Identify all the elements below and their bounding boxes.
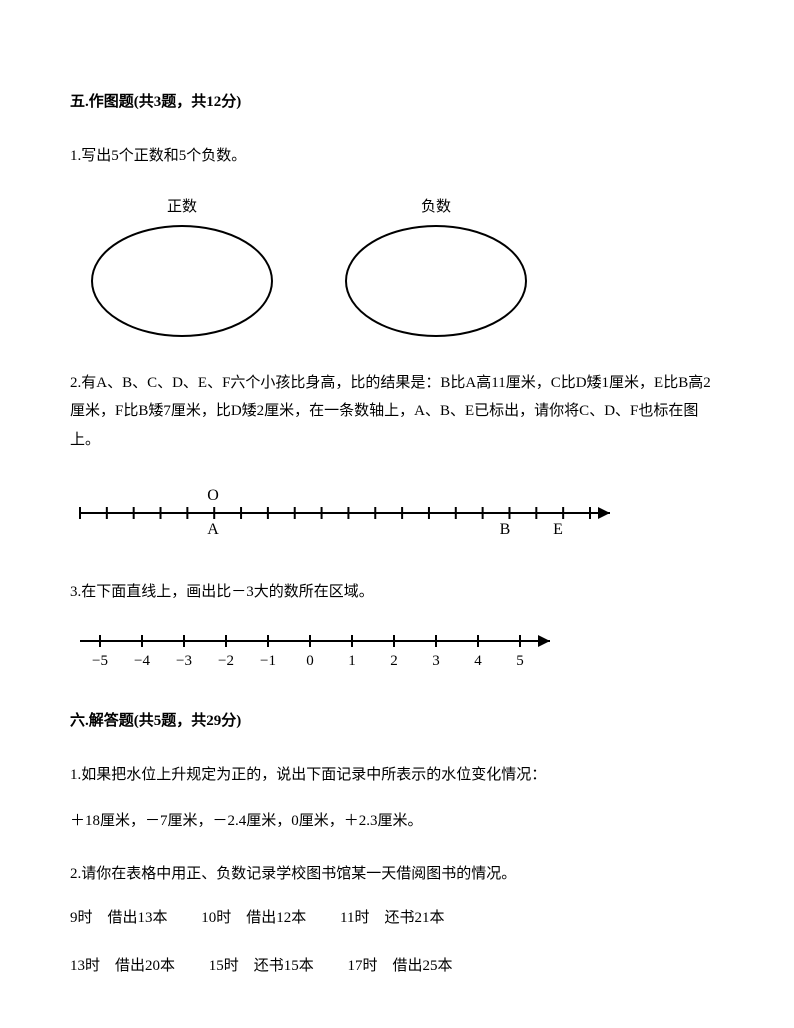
s5-q2-numberline: O A B E	[70, 478, 724, 548]
svg-text:−1: −1	[260, 653, 276, 669]
s5-q1: 1.写出5个正数和5个负数。 正数 负数	[70, 142, 724, 339]
s5-q3: 3.在下面直线上，画出比－3大的数所在区域。 −5 −4 −3 −2 −1 0 1 2 3 4 5	[70, 578, 724, 673]
numberline-abe-icon: O A B E	[70, 478, 630, 548]
s6-q1-text: 1.如果把水位上升规定为正的，说出下面记录中所表示的水位变化情况：	[70, 761, 724, 790]
svg-text:E: E	[553, 521, 563, 538]
s6-q1: 1.如果把水位上升规定为正的，说出下面记录中所表示的水位变化情况： ＋18厘米，…	[70, 761, 724, 836]
record-item: 17时 借出25本	[348, 954, 453, 978]
negative-label: 负数	[421, 195, 451, 219]
section-6-heading: 六.解答题(共5题，共29分)	[70, 709, 724, 733]
negative-oval-icon	[344, 223, 528, 339]
s5-q1-text: 1.写出5个正数和5个负数。	[70, 142, 724, 171]
positive-oval-block: 正数	[90, 195, 274, 339]
s6-q2-text: 2.请你在表格中用正、负数记录学校图书馆某一天借阅图书的情况。	[70, 860, 724, 889]
record-item: 15时 还书15本	[209, 954, 314, 978]
s5-q2: 2.有A、B、C、D、E、F六个小孩比身高，比的结果是：B比A高11厘米，C比D…	[70, 369, 724, 549]
positive-label: 正数	[167, 195, 197, 219]
record-item: 9时 借出13本	[70, 906, 168, 930]
record-item: 13时 借出20本	[70, 954, 175, 978]
s6-q2-row2: 13时 借出20本 15时 还书15本 17时 借出25本	[70, 954, 724, 978]
svg-text:3: 3	[432, 653, 440, 669]
record-item: 10时 借出12本	[201, 906, 306, 930]
positive-oval-icon	[90, 223, 274, 339]
svg-text:−3: −3	[176, 653, 192, 669]
svg-text:−5: −5	[92, 653, 108, 669]
svg-text:−2: −2	[218, 653, 234, 669]
section-5-heading: 五.作图题(共3题，共12分)	[70, 90, 724, 114]
s6-q2-row1: 9时 借出13本 10时 借出12本 11时 还书21本	[70, 906, 724, 930]
svg-text:−4: −4	[134, 653, 150, 669]
svg-text:B: B	[500, 521, 511, 538]
ovals-container: 正数 负数	[90, 195, 724, 339]
svg-text:4: 4	[474, 653, 482, 669]
numberline-neg5-5-icon: −5 −4 −3 −2 −1 0 1 2 3 4 5	[70, 623, 570, 673]
negative-oval-block: 负数	[344, 195, 528, 339]
svg-text:5: 5	[516, 653, 524, 669]
record-item: 11时 还书21本	[340, 906, 444, 930]
svg-text:O: O	[207, 487, 219, 504]
s5-q3-text: 3.在下面直线上，画出比－3大的数所在区域。	[70, 578, 724, 607]
svg-text:A: A	[207, 521, 219, 538]
s5-q2-text: 2.有A、B、C、D、E、F六个小孩比身高，比的结果是：B比A高11厘米，C比D…	[70, 369, 724, 455]
s6-q2: 2.请你在表格中用正、负数记录学校图书馆某一天借阅图书的情况。 9时 借出13本…	[70, 860, 724, 979]
svg-text:0: 0	[306, 653, 314, 669]
svg-text:2: 2	[390, 653, 398, 669]
s6-q1-values: ＋18厘米，－7厘米，－2.4厘米，0厘米，＋2.3厘米。	[70, 807, 724, 836]
s5-q3-numberline: −5 −4 −3 −2 −1 0 1 2 3 4 5	[70, 623, 724, 673]
svg-text:1: 1	[348, 653, 356, 669]
